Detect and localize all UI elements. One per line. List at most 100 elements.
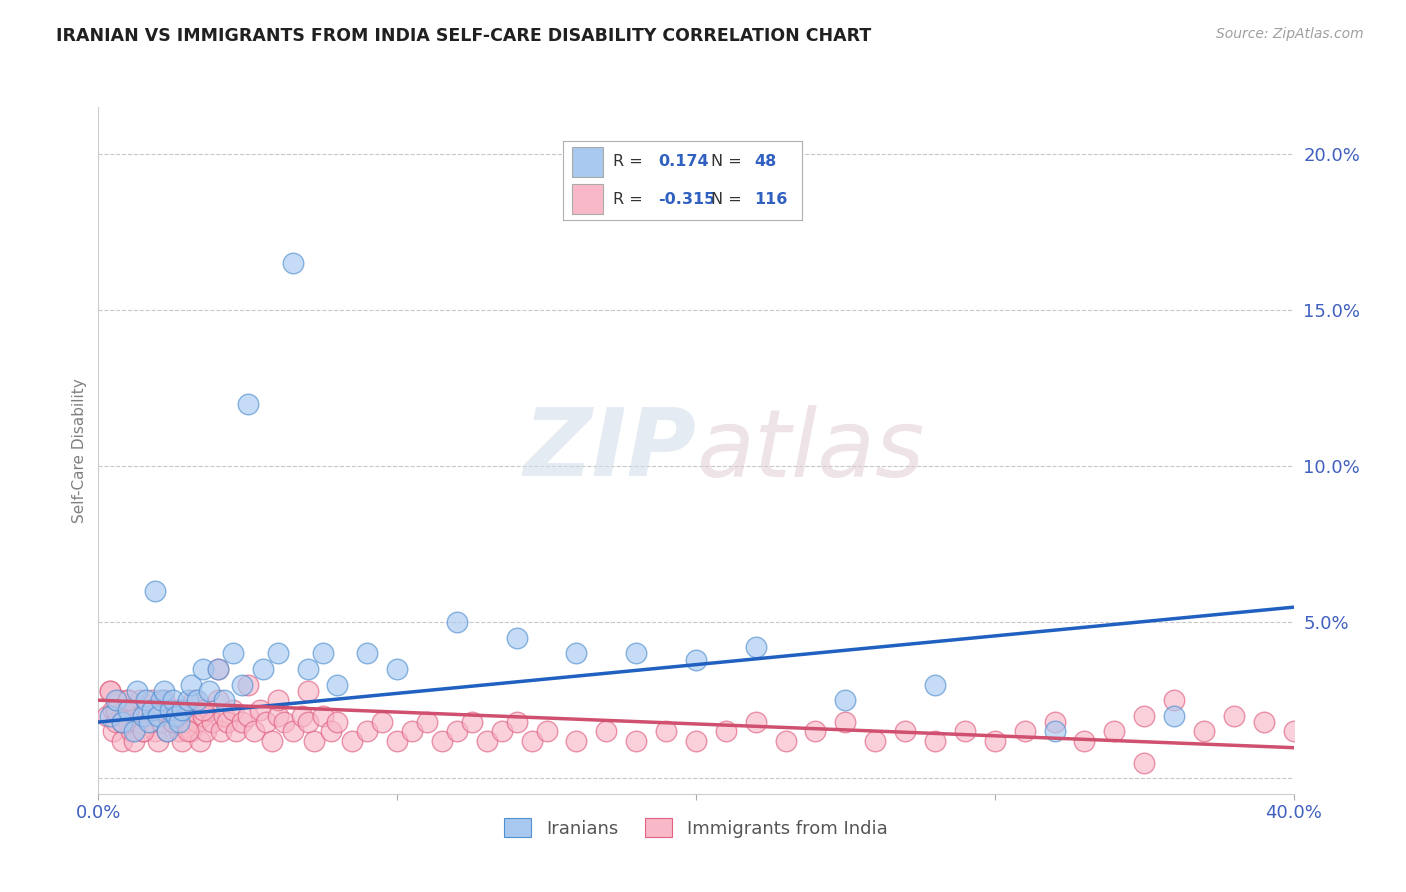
Point	[180, 724, 202, 739]
Point	[120, 724, 142, 739]
Point	[924, 678, 946, 692]
Text: R =: R =	[613, 192, 643, 207]
Point	[153, 683, 176, 698]
Point	[984, 733, 1007, 747]
Point	[207, 693, 229, 707]
Point	[165, 703, 187, 717]
Point	[385, 662, 409, 676]
Point	[138, 715, 160, 730]
Point	[260, 733, 283, 747]
Point	[198, 703, 221, 717]
Point	[96, 708, 118, 723]
Point	[254, 715, 277, 730]
Bar	[572, 184, 603, 214]
Y-axis label: Self-Care Disability: Self-Care Disability	[72, 378, 87, 523]
Point	[212, 693, 235, 707]
Text: 0.174: 0.174	[658, 154, 709, 169]
Point	[150, 715, 173, 730]
Point	[135, 693, 157, 707]
Point	[143, 724, 166, 739]
Point	[506, 715, 529, 730]
Point	[127, 683, 149, 698]
Point	[252, 662, 274, 676]
Point	[401, 724, 423, 739]
Point	[117, 715, 139, 730]
Point	[804, 724, 827, 739]
Point	[215, 715, 238, 730]
Point	[103, 724, 125, 739]
Point	[186, 715, 208, 730]
Point	[371, 715, 394, 730]
Point	[124, 724, 146, 739]
Point	[385, 733, 409, 747]
Point	[195, 724, 218, 739]
Point	[150, 693, 173, 707]
Point	[520, 733, 543, 747]
Point	[135, 703, 157, 717]
Point	[356, 646, 378, 660]
Point	[506, 631, 529, 645]
Point	[1163, 708, 1185, 723]
Point	[111, 708, 134, 723]
Point	[177, 693, 200, 707]
Point	[212, 708, 235, 723]
Point	[565, 733, 588, 747]
Point	[475, 733, 498, 747]
Point	[111, 715, 134, 730]
Legend: Iranians, Immigrants from India: Iranians, Immigrants from India	[495, 809, 897, 847]
Point	[177, 703, 200, 717]
Point	[297, 683, 319, 698]
Point	[177, 724, 200, 739]
Point	[174, 715, 197, 730]
Point	[953, 724, 976, 739]
Point	[186, 693, 208, 707]
Point	[834, 715, 856, 730]
Text: R =: R =	[613, 154, 643, 169]
Point	[267, 708, 290, 723]
Point	[1043, 715, 1066, 730]
Point	[281, 724, 304, 739]
Point	[98, 683, 122, 698]
Point	[326, 678, 349, 692]
Point	[565, 646, 588, 660]
Point	[745, 715, 768, 730]
Text: 116: 116	[755, 192, 787, 207]
Point	[775, 733, 797, 747]
Point	[1073, 733, 1095, 747]
Text: atlas: atlas	[696, 405, 924, 496]
Point	[1014, 724, 1036, 739]
Point	[156, 724, 179, 739]
Point	[236, 708, 259, 723]
Point	[1163, 693, 1185, 707]
Text: N =: N =	[711, 192, 742, 207]
Point	[188, 733, 211, 747]
Text: 48: 48	[755, 154, 776, 169]
Bar	[572, 147, 603, 177]
Point	[191, 662, 214, 676]
Point	[132, 708, 155, 723]
Point	[1104, 724, 1126, 739]
Text: N =: N =	[711, 154, 742, 169]
Point	[141, 703, 163, 717]
Point	[834, 693, 856, 707]
Point	[865, 733, 887, 747]
Point	[297, 662, 319, 676]
Point	[162, 693, 184, 707]
Point	[132, 724, 155, 739]
Point	[222, 646, 245, 660]
Text: IRANIAN VS IMMIGRANTS FROM INDIA SELF-CARE DISABILITY CORRELATION CHART: IRANIAN VS IMMIGRANTS FROM INDIA SELF-CA…	[56, 27, 872, 45]
Point	[1282, 724, 1305, 739]
Point	[127, 715, 149, 730]
Point	[172, 733, 194, 747]
Point	[180, 678, 202, 692]
Point	[222, 703, 245, 717]
Point	[114, 703, 136, 717]
Point	[430, 733, 453, 747]
Point	[207, 662, 229, 676]
Point	[143, 583, 166, 598]
Point	[416, 715, 439, 730]
Point	[714, 724, 737, 739]
Point	[111, 715, 134, 730]
Point	[655, 724, 678, 739]
Point	[745, 640, 768, 655]
